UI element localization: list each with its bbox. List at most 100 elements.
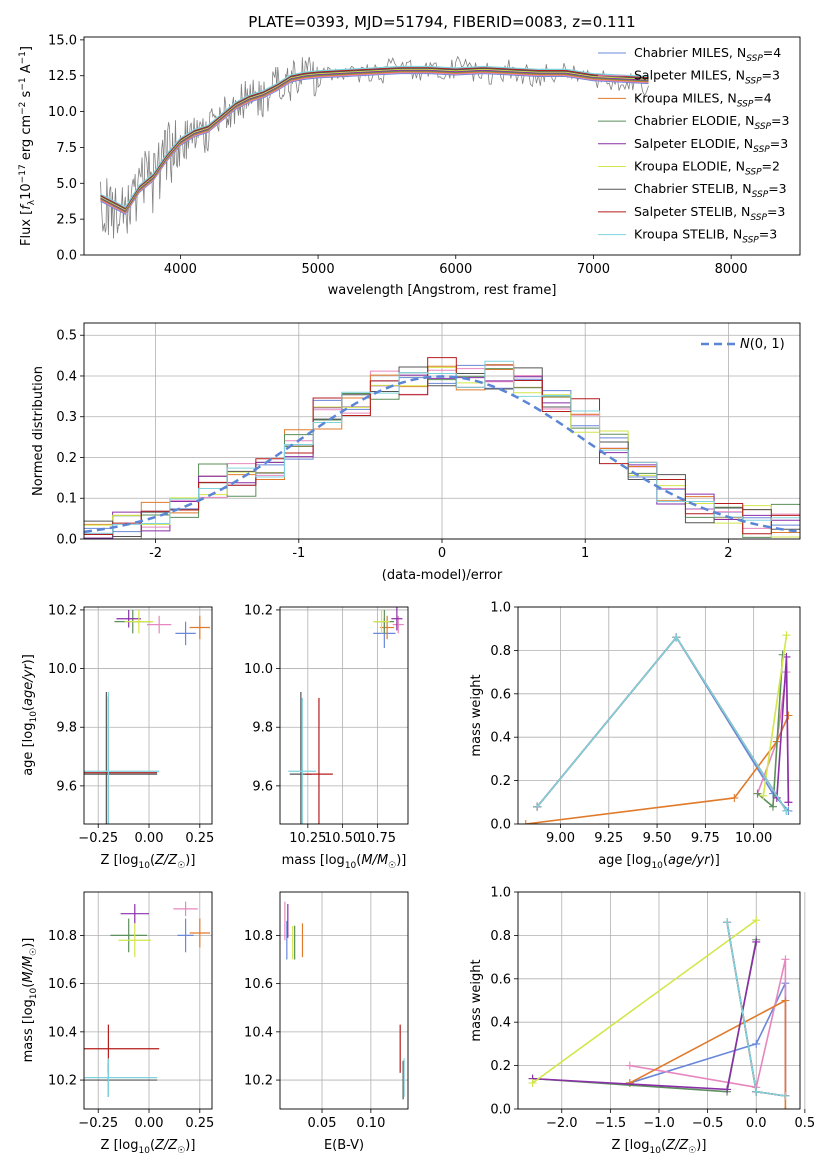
y-tick-label: 0.8 — [490, 929, 511, 944]
y-tick-label: 7.5 — [56, 141, 77, 156]
data-point-8 — [288, 697, 317, 824]
x-tick-label: 0.5 — [795, 1116, 816, 1131]
x-axis-label: Z [log10(Z/Z☉)] — [101, 1138, 196, 1156]
y-tick-label: 10.6 — [48, 977, 77, 992]
y-axis-label: Flux [fλ10−17 erg cm−2 s−1 A−1] — [18, 46, 37, 246]
x-tick-label: 0.00 — [135, 1116, 164, 1131]
y-tick-label: 10.6 — [244, 977, 273, 992]
legend-label: Salpeter STELIB, NSSP=3 — [634, 204, 785, 223]
weight-line-2 — [525, 715, 790, 824]
plot-area — [288, 607, 404, 824]
x-tick-label: 9.25 — [594, 831, 623, 846]
x-axis-label: E(B-V) — [324, 1138, 364, 1153]
spectrum-panel: 4000 5000 6000 7000 8000 0.0 2.5 5.0 7.5 10.0 12.5… — [18, 13, 801, 298]
y-tick-label: 9.6 — [56, 779, 77, 794]
weight-marker — [533, 802, 542, 811]
weight-marker — [752, 1039, 761, 1048]
x-tick-label: -2 — [149, 546, 162, 561]
y-axis-label: Normed distribution — [31, 366, 46, 496]
x-tick-label: −0.25 — [78, 1116, 118, 1131]
legend: N(0, 1) — [701, 337, 785, 352]
y-tick-label: 0.4 — [490, 1016, 511, 1031]
axes-frame — [279, 606, 409, 825]
ticks: 9.00 9.25 9.50 9.75 10.00 0.0 0.2 0.4 0.6 0.8 1.0 — [490, 601, 772, 847]
y-axis-label: mass weight — [469, 674, 484, 756]
weight-marker — [528, 1078, 537, 1087]
x-tick-label: 10.25 — [289, 831, 326, 846]
grid-lines — [84, 607, 212, 824]
model-spectrum-4 — [100, 69, 649, 212]
x-tick-label: −1.5 — [595, 1116, 627, 1131]
plot-area — [84, 609, 210, 824]
y-tick-label: 0.1 — [56, 492, 77, 507]
y-tick-label: 15.0 — [48, 33, 77, 48]
y-tick-label: 10.0 — [48, 105, 77, 120]
data-point-4 — [391, 607, 403, 631]
legend-label: Kroupa ELODIE, NSSP=2 — [634, 159, 780, 178]
x-tick-label: 0.25 — [185, 831, 214, 846]
weight-marker — [752, 1087, 761, 1096]
x-tick-label: -1 — [292, 546, 305, 561]
axes-frame — [83, 891, 213, 1110]
histogram-7 — [84, 357, 800, 536]
weight-marker — [723, 1085, 732, 1094]
weight-marker — [784, 711, 793, 720]
weight-marker — [625, 1061, 634, 1070]
axes-frame — [83, 606, 213, 825]
model-spectrum-5 — [100, 68, 649, 211]
y-tick-label: 10.4 — [48, 1025, 77, 1040]
y-tick-label: 0.2 — [490, 1059, 511, 1074]
weight-line-6 — [536, 636, 788, 812]
y-tick-label: 0.2 — [490, 774, 511, 789]
weight-line-8 — [536, 636, 788, 812]
x-tick-label: 5000 — [302, 262, 335, 277]
data-point-0 — [177, 918, 194, 953]
x-tick-label: 0.00 — [135, 831, 164, 846]
x-axis-label: Z [log10(Z/Z☉)] — [101, 853, 196, 871]
weight-marker — [784, 798, 793, 807]
x-tick-label: 1 — [581, 546, 589, 561]
weight-marker — [723, 918, 732, 927]
y-tick-label: 9.8 — [56, 721, 77, 736]
x-axis-label: age [log10(age/yr)] — [598, 853, 720, 871]
y-tick-label: 0.4 — [490, 731, 511, 746]
x-tick-label: 10.75 — [359, 831, 396, 846]
y-tick-label: 0.0 — [490, 1103, 511, 1118]
x-axis-label: (data-model)/error — [382, 568, 503, 583]
x-tick-label: 0.0 — [746, 1116, 767, 1131]
y-tick-label: 10.2 — [244, 1074, 273, 1089]
legend-label: Chabrier MILES, NSSP=4 — [634, 45, 781, 64]
mass-vs-metallicity-panel: −0.25 0.00 0.25 10.2 10.4 10.6 10.8 Z [log10(Z/… — [21, 891, 214, 1156]
data-point-4 — [116, 609, 141, 628]
weight-marker — [753, 789, 762, 798]
axes-frame — [517, 606, 801, 825]
data-point-5 — [118, 923, 152, 958]
y-tick-label: 0.8 — [490, 644, 511, 659]
model-spectrum-3 — [100, 70, 649, 213]
x-axis-label: Z [log10(Z/Z☉)] — [612, 1138, 707, 1156]
weight-marker — [521, 820, 530, 824]
y-tick-label: 9.6 — [252, 779, 273, 794]
model-spectrum-1 — [100, 71, 649, 214]
age-vs-metallicity-panel: −0.25 0.00 0.25 9.6 9.8 10.0 10.2 Z [log10(Z/Z☉… — [21, 603, 214, 871]
plot-area — [84, 901, 210, 1097]
data-point-7 — [305, 697, 333, 824]
x-tick-label: 9.75 — [691, 831, 720, 846]
plot-area — [521, 631, 793, 824]
histogram-4 — [84, 374, 800, 539]
x-tick-label: −2.0 — [546, 1116, 578, 1131]
grid-lines — [518, 891, 806, 1110]
y-tick-label: 2.5 — [56, 213, 77, 228]
weight-marker — [781, 955, 790, 964]
y-tick-label: 10.2 — [244, 603, 273, 618]
plot-area — [100, 55, 649, 239]
y-tick-label: 0.0 — [490, 818, 511, 833]
legend-label: Salpeter ELODIE, NSSP=3 — [634, 136, 788, 155]
x-tick-label: 10.00 — [735, 831, 772, 846]
residual-histogram-panel: -2 -1 0 1 2 0.0 0.1 0.2 0.3 0.4 0.5 N(0, 1) (data-mo… — [31, 322, 801, 583]
axes-frame — [517, 891, 801, 1110]
model-spectrum-6 — [100, 67, 649, 210]
x-tick-label: 8000 — [715, 262, 748, 277]
